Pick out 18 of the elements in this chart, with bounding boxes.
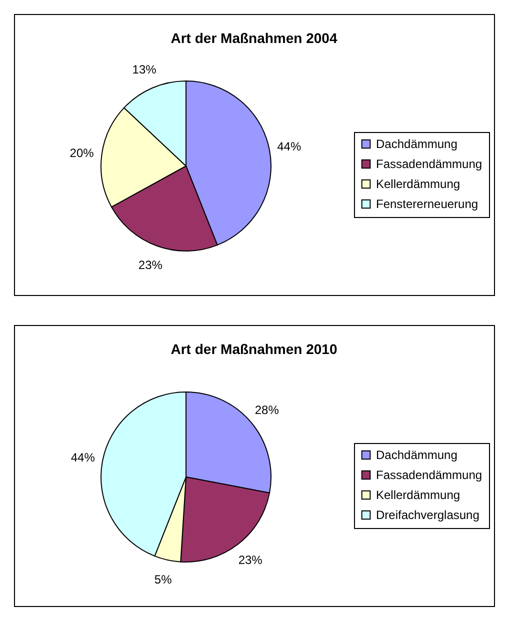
data-label: 44% xyxy=(70,450,96,464)
data-label: 13% xyxy=(132,62,157,77)
data-label: 5% xyxy=(154,572,172,586)
legend-label: Fassadendämmung xyxy=(376,468,482,482)
legend-label: Kellerdämmung xyxy=(376,177,460,191)
data-label: 23% xyxy=(238,552,263,567)
legend-label: Dachdämmung xyxy=(376,137,458,151)
data-label: 28% xyxy=(254,403,280,418)
data-label: 23% xyxy=(138,258,163,272)
legend-label: Dreifachverglasung xyxy=(376,508,480,522)
chart-title: Art der Maßnahmen 2004 xyxy=(170,30,338,46)
legend-label: Kellerdämmung xyxy=(376,488,460,502)
legend-label: Dachdämmung xyxy=(376,448,458,462)
data-label: 44% xyxy=(277,139,302,154)
legend-label: Fenstererneuerung xyxy=(376,197,478,211)
legend-label: Fassadendämmung xyxy=(376,157,482,171)
data-label: 20% xyxy=(70,146,94,160)
chart-title: Art der Maßnahmen 2010 xyxy=(170,341,338,357)
